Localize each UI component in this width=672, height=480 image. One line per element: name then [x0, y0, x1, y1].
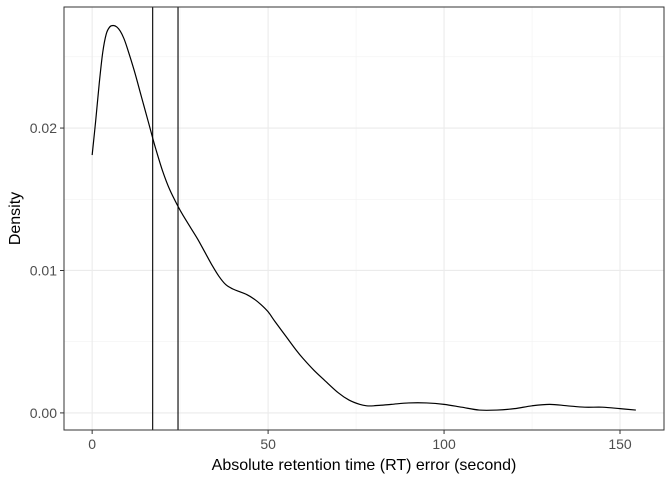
x-tick-label: 150: [608, 436, 632, 452]
y-tick-label: 0.01: [30, 262, 57, 278]
x-tick-label: 50: [260, 436, 276, 452]
y-tick-label: 0.02: [30, 120, 57, 136]
x-axis-ticks: 0 50 100 150: [88, 430, 632, 452]
x-tick-label: 0: [88, 436, 96, 452]
y-axis-title: Density: [7, 192, 24, 245]
major-gridlines: [64, 7, 664, 430]
panel-border: [63, 6, 665, 431]
density-curve: [91, 24, 636, 411]
y-axis-ticks: 0.00 0.01 0.02: [30, 120, 64, 421]
x-tick-label: 100: [432, 436, 456, 452]
y-tick-label: 0.00: [30, 405, 57, 421]
x-axis-title: Absolute retention time (RT) error (seco…: [212, 457, 517, 474]
minor-gridlines: [64, 7, 664, 430]
reference-lines: [152, 7, 179, 430]
